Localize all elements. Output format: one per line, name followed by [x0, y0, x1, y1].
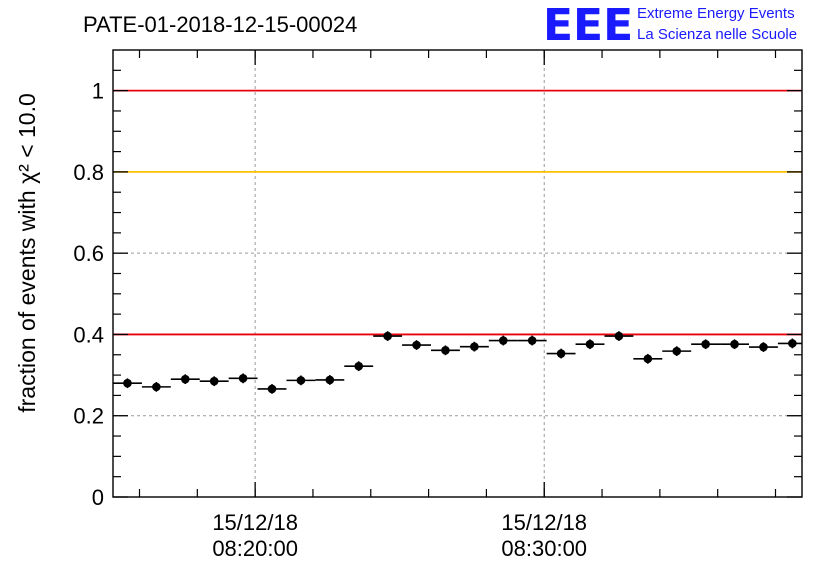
y-tick-labels: 0 0.2 0.4 0.6 0.8 1: [73, 79, 104, 510]
point-marker: [527, 336, 537, 345]
point-marker: [614, 331, 624, 341]
point-marker: [759, 342, 768, 352]
x-tick-time: 08:30:00: [501, 536, 587, 561]
data-point: [431, 345, 460, 356]
logo-line-2: La Scienza nelle Scuole: [637, 26, 797, 43]
x-tick-date: 15/12/18: [212, 510, 298, 535]
data-point: [113, 378, 142, 389]
data-point: [691, 339, 721, 350]
y-tick-label: 0.8: [73, 160, 104, 185]
point-marker: [701, 339, 710, 349]
x-tick-time: 08:20:00: [212, 536, 298, 561]
data-point: [315, 375, 345, 385]
data-point: [517, 335, 547, 346]
point-marker: [412, 340, 421, 350]
data-point: [459, 341, 489, 352]
y-tick-label: 0.4: [73, 322, 104, 347]
point-marker: [643, 354, 653, 364]
y-axis-label: fraction of events with χ² < 10.0: [14, 93, 40, 413]
point-marker: [180, 374, 190, 384]
point-marker: [325, 375, 335, 385]
run-title: PATE-01-2018-12-15-00024: [83, 12, 357, 37]
data-points: [113, 331, 802, 394]
data-point: [633, 353, 663, 364]
plot-frame: [112, 49, 803, 498]
point-marker: [267, 384, 277, 394]
data-point: [575, 339, 605, 350]
point-marker: [441, 346, 450, 355]
data-point: [373, 331, 403, 341]
point-marker: [730, 339, 739, 349]
point-marker: [123, 378, 132, 388]
data-point: [402, 340, 431, 350]
data-point: [344, 361, 374, 372]
data-point: [170, 374, 200, 385]
plot-border: [112, 49, 803, 498]
logo-letters: EEE: [543, 0, 633, 51]
point-marker: [672, 346, 682, 356]
point-marker: [383, 331, 392, 341]
eee-logo: EEE Extreme Energy Events La Scienza nel…: [543, 0, 797, 51]
data-point: [662, 346, 692, 356]
data-point: [546, 348, 576, 359]
logo-line-1: Extreme Energy Events: [637, 5, 795, 22]
data-point: [257, 384, 287, 394]
point-marker: [470, 342, 479, 351]
y-tick-label: 0.2: [73, 404, 104, 429]
y-tick-label: 1: [92, 79, 104, 104]
data-point: [488, 335, 518, 346]
data-point: [141, 381, 171, 392]
data-point: [228, 373, 258, 384]
point-marker: [498, 336, 508, 345]
data-point: [286, 375, 316, 386]
y-tick-label: 0: [92, 485, 104, 510]
point-marker: [152, 382, 161, 392]
point-marker: [354, 361, 364, 371]
data-point: [720, 339, 749, 350]
point-marker: [556, 349, 566, 358]
x-tick-date: 15/12/18: [501, 510, 587, 535]
point-marker: [585, 339, 595, 349]
data-point: [604, 331, 634, 341]
data-point: [199, 376, 229, 387]
point-marker: [209, 376, 219, 386]
reference-lines: [113, 89, 802, 336]
data-point: [749, 342, 778, 352]
point-marker: [238, 374, 248, 383]
point-marker: [296, 376, 306, 385]
y-tick-label: 0.6: [73, 241, 104, 266]
grid-lines: [113, 50, 802, 497]
point-marker: [788, 339, 797, 348]
data-point: [777, 338, 802, 349]
